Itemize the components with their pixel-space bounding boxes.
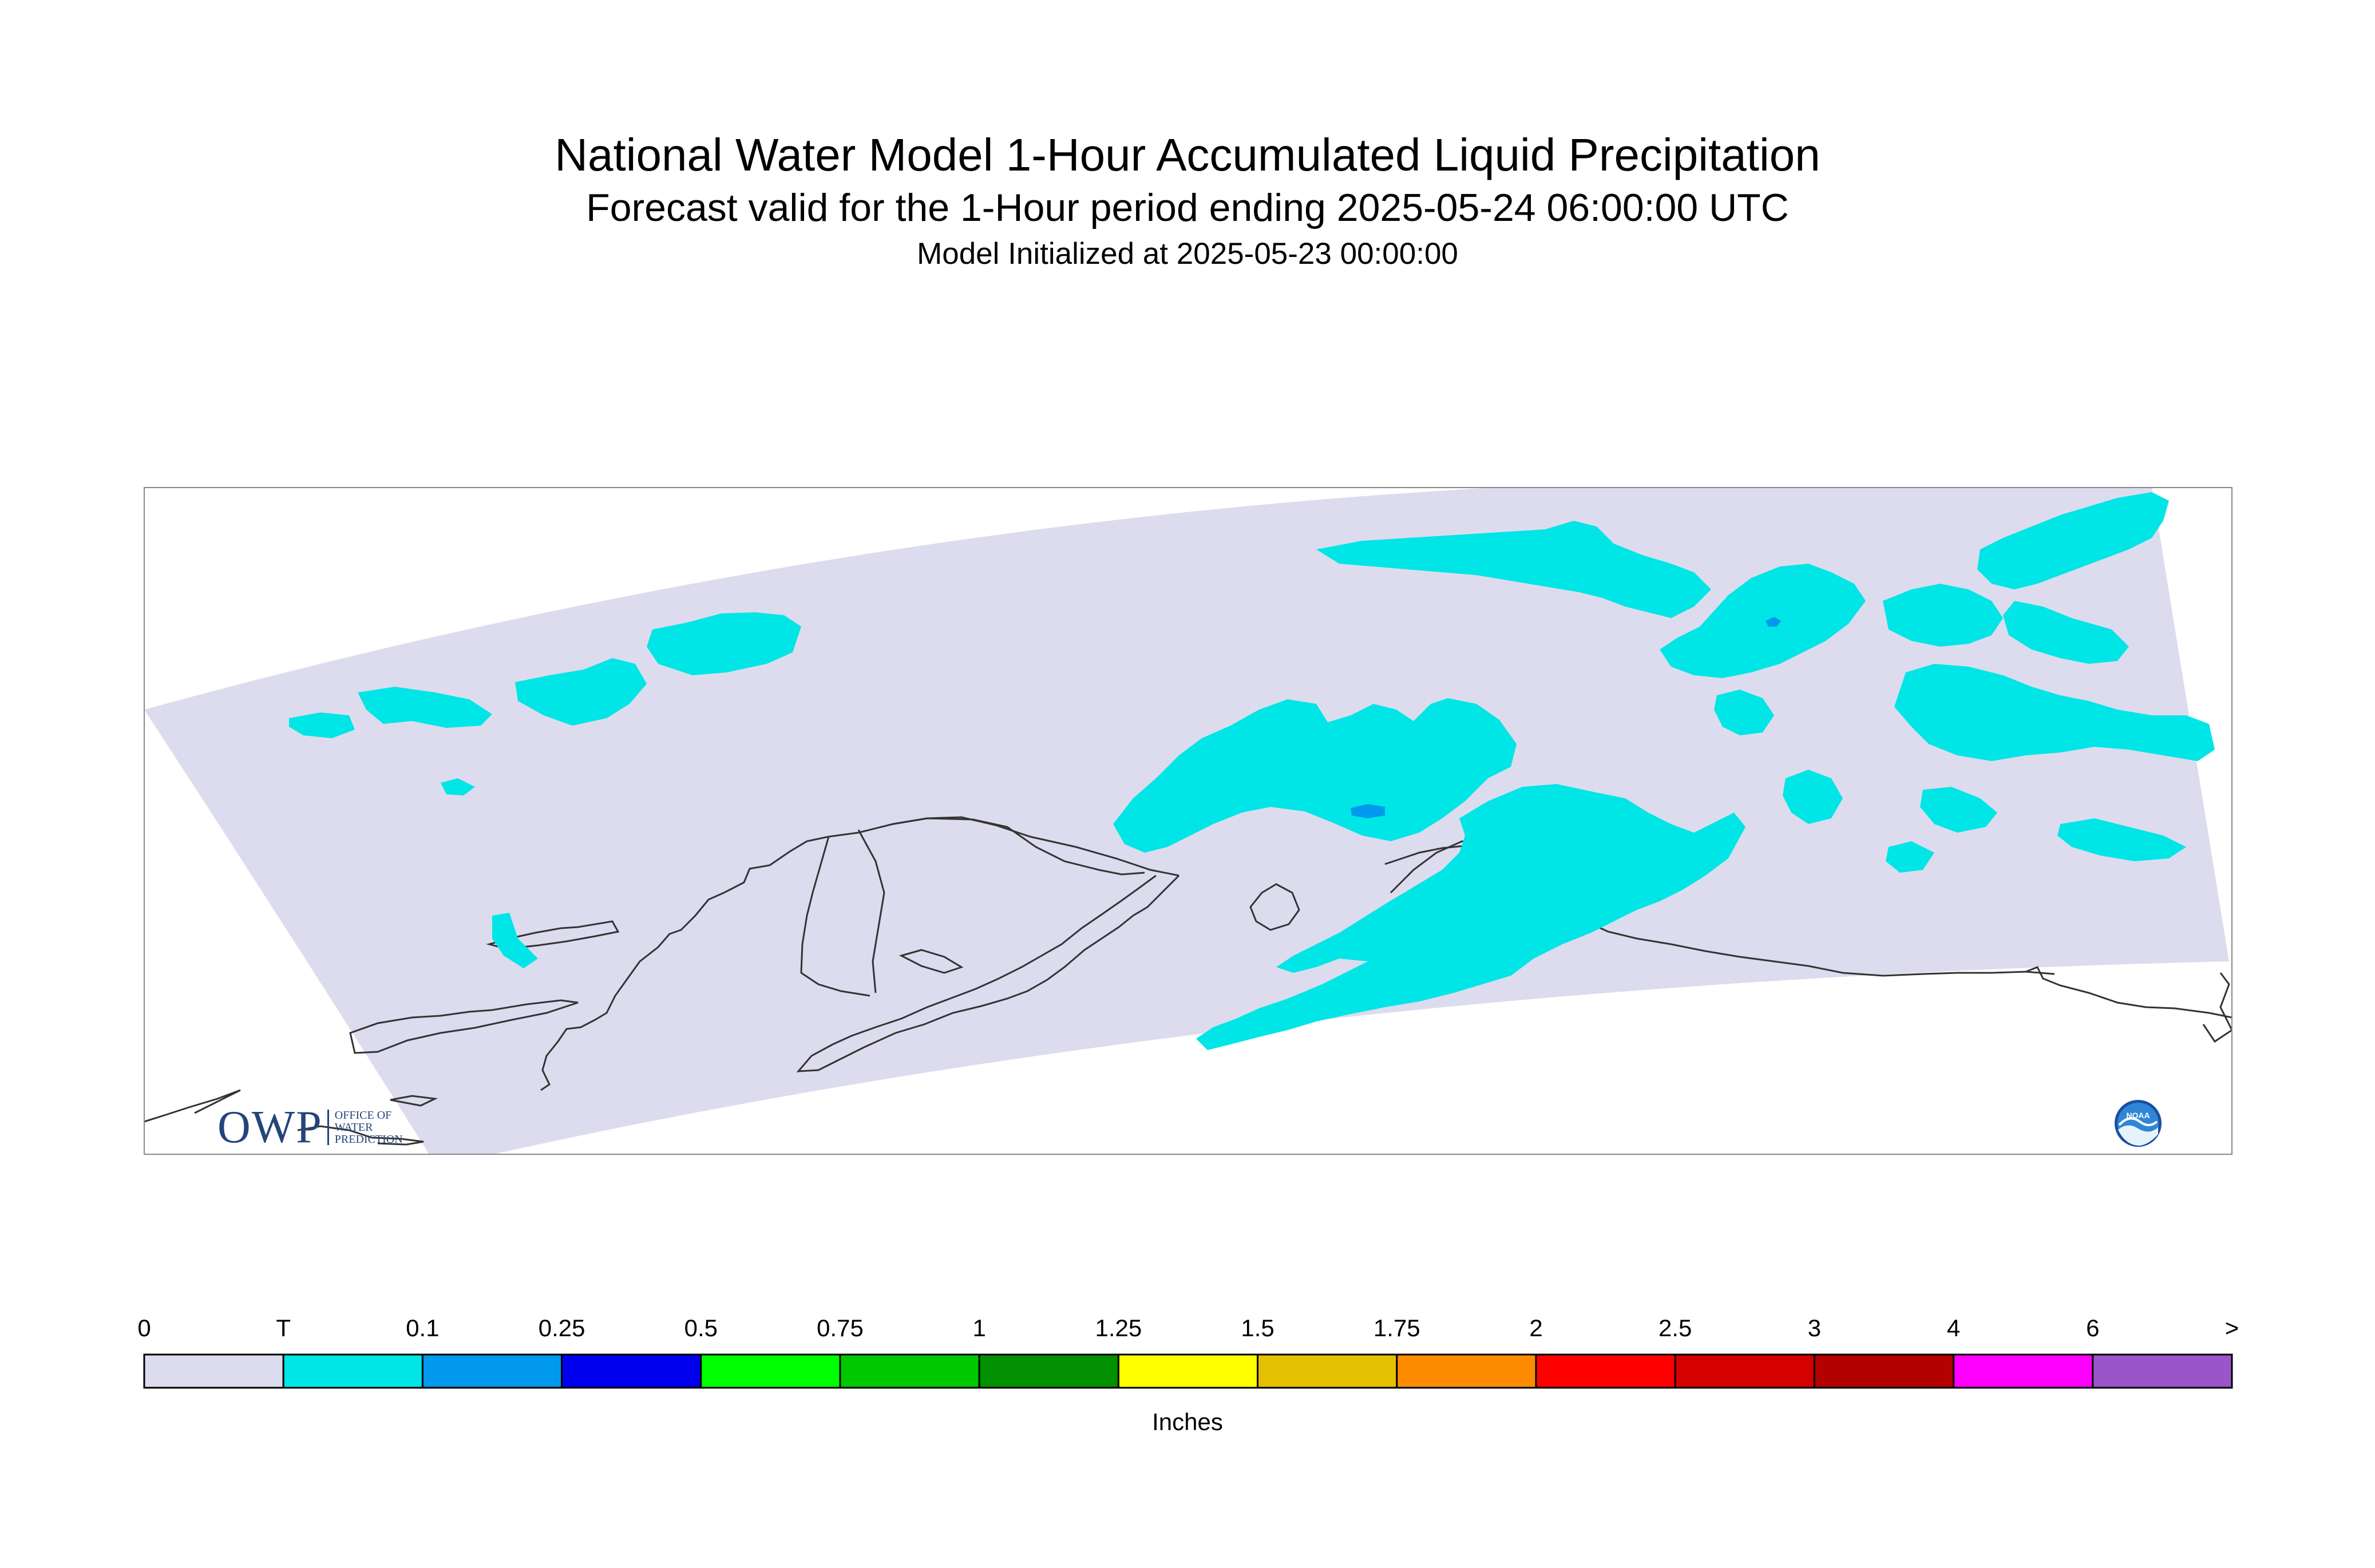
colorbar-swatch — [978, 1353, 1119, 1389]
noaa-logo-text: NOAA — [2126, 1111, 2150, 1120]
precip-area — [1660, 564, 1866, 678]
owp-logo-divider — [327, 1110, 329, 1145]
aleutian-island-1 — [390, 1095, 438, 1107]
colorbar-swatch — [282, 1353, 423, 1389]
precip-area — [2003, 601, 2129, 664]
colorbar-swatch — [421, 1353, 563, 1389]
southeast-panhandle — [2202, 972, 2232, 1043]
colorbar-tick-label: 1.5 — [1241, 1314, 1274, 1341]
noaa-logo-icon: NOAA — [2115, 1100, 2162, 1147]
precip-area — [358, 687, 492, 728]
colorbar-tick-label: 0.75 — [817, 1314, 864, 1341]
lake-iliamna — [898, 949, 964, 974]
owp-logo-line3: PREDICTION — [334, 1133, 403, 1146]
colorbar-tick-label: 6 — [2086, 1314, 2100, 1341]
precip-layer — [289, 492, 2215, 1050]
kodiak-area-coast — [1249, 883, 1300, 931]
precip-area — [1351, 804, 1385, 818]
colorbar-tick-label: 1 — [972, 1314, 986, 1341]
precip-area — [1714, 690, 1774, 735]
colorbar-tick-label: > — [2224, 1314, 2239, 1341]
precip-area — [441, 778, 475, 795]
coastlines — [144, 816, 2232, 1146]
colorbar-tick-label: 2 — [1529, 1314, 1543, 1341]
kuskokwim-coast — [800, 836, 870, 997]
owp-logo-text: OFFICE OF WATER PREDICTION — [334, 1108, 403, 1146]
colorbar-swatch — [1953, 1353, 2094, 1389]
coastline-mainland-west — [540, 836, 829, 1091]
owp-logo-line2: WATER — [334, 1120, 373, 1134]
yukon-river-mouth — [857, 829, 885, 993]
precip-area — [1196, 784, 1745, 1050]
colorbar-units-label: Inches — [1152, 1408, 1223, 1435]
precip-area — [1783, 770, 1843, 824]
colorbar-swatch — [1257, 1353, 1398, 1389]
precip-area — [1894, 664, 2215, 761]
colorbar-tick-label: 0.25 — [538, 1314, 585, 1341]
south-central-coast — [1550, 897, 2055, 977]
colorbar-tick-label: 0.1 — [406, 1314, 440, 1341]
colorbar-swatch — [1396, 1353, 1537, 1389]
colorbar-swatch — [2092, 1353, 2233, 1389]
precip-area — [647, 612, 801, 675]
alaska-peninsula — [796, 874, 1180, 1072]
colorbar-swatch — [1813, 1353, 1955, 1389]
owp-logo-mark: OWP — [217, 1102, 323, 1153]
colorbar-swatch — [561, 1353, 702, 1389]
colorbar-tick-label: 0 — [137, 1314, 151, 1341]
colorbar-tick-label: 4 — [1946, 1314, 1961, 1341]
precip-area — [1977, 492, 2169, 589]
owp-logo-line1: OFFICE OF — [334, 1108, 392, 1122]
colorbar-swatch — [700, 1353, 841, 1389]
colorbar-tick-label: 2.5 — [1658, 1314, 1692, 1341]
precip-area — [1883, 584, 2003, 647]
colorbar-swatch — [1674, 1353, 1815, 1389]
colorbar-swatch — [143, 1353, 284, 1389]
aleutian-island-2 — [144, 1089, 241, 1123]
colorbar-tick-label: 1.75 — [1373, 1314, 1420, 1341]
owp-logo: OWP OFFICE OF WATER PREDICTION — [217, 1102, 403, 1153]
precip-area — [1766, 617, 1781, 627]
precip-area — [289, 712, 355, 738]
cook-inlet — [1384, 845, 1466, 865]
map-frame — [144, 487, 2232, 1155]
nunivak-island — [349, 999, 579, 1054]
colorbar-tick-label: 3 — [1807, 1314, 1822, 1341]
map-canvas — [144, 488, 2232, 1154]
precip-area — [515, 658, 647, 726]
seward-peninsula — [486, 920, 620, 950]
colorbar-swatch — [1535, 1353, 1676, 1389]
aleutian-island-3 — [297, 1125, 424, 1146]
colorbar-tick-label: 0.5 — [684, 1314, 718, 1341]
southeast-alaska-coast — [2025, 966, 2232, 1019]
precip-area — [1113, 698, 1517, 853]
model-initialized-subtitle: Model Initialized at 2025-05-23 00:00:00 — [917, 237, 1458, 271]
colorbar-swatch — [1117, 1353, 1259, 1389]
precip-area — [1920, 787, 1997, 833]
precip-area — [1316, 521, 1711, 618]
colorbar-swatch — [839, 1353, 980, 1389]
precip-area — [1886, 841, 1934, 873]
forecast-valid-subtitle: Forecast valid for the 1-Hour period end… — [586, 186, 1789, 229]
precip-area — [2057, 818, 2186, 861]
precip-area — [492, 913, 538, 968]
chart-title: National Water Model 1-Hour Accumulated … — [555, 129, 1820, 180]
colorbar-tick-label: T — [276, 1314, 291, 1341]
colorbar — [143, 1353, 2233, 1389]
colorbar-tick-label: 1.25 — [1095, 1314, 1142, 1341]
copper-river — [892, 817, 1145, 876]
